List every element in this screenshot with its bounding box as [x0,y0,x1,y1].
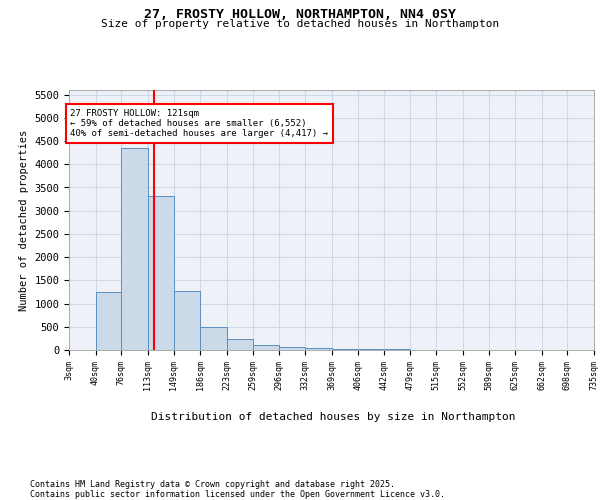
Bar [148,196,174,350]
Y-axis label: Number of detached properties: Number of detached properties [19,130,29,310]
Text: Size of property relative to detached houses in Northampton: Size of property relative to detached ho… [101,19,499,29]
Text: 27, FROSTY HOLLOW, NORTHAMPTON, NN4 0SY: 27, FROSTY HOLLOW, NORTHAMPTON, NN4 0SY [144,8,456,20]
Text: 27 FROSTY HOLLOW: 121sqm
← 59% of detached houses are smaller (6,552)
40% of sem: 27 FROSTY HOLLOW: 121sqm ← 59% of detach… [70,108,328,138]
Bar [121,148,148,350]
Text: Distribution of detached houses by size in Northampton: Distribution of detached houses by size … [151,412,515,422]
Bar [200,327,227,350]
Bar [227,340,253,350]
Bar [174,291,200,350]
Bar [279,346,305,350]
Bar [95,292,121,350]
Bar [305,348,331,350]
Bar [253,346,279,350]
Text: Contains HM Land Registry data © Crown copyright and database right 2025.
Contai: Contains HM Land Registry data © Crown c… [30,480,445,499]
Bar [358,349,384,350]
Bar [331,348,358,350]
